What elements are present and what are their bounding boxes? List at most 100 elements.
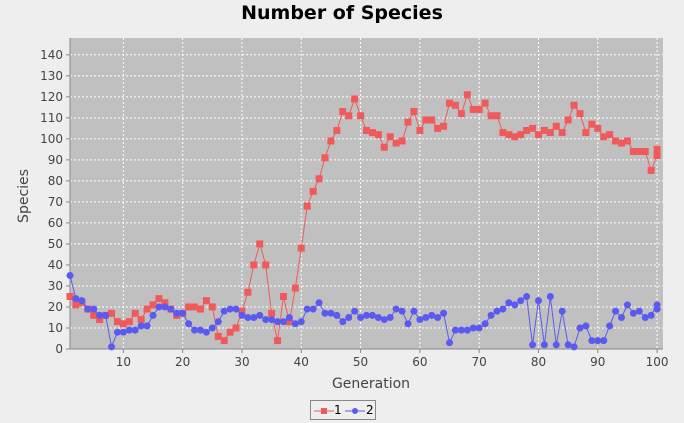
y-tick-label: 70 <box>48 195 63 209</box>
y-tick-label: 40 <box>48 258 63 272</box>
series-2-point <box>155 303 163 311</box>
series-1-point <box>623 137 631 145</box>
series-2-point <box>185 320 193 328</box>
series-2-point <box>647 311 655 319</box>
series-2-point <box>517 297 525 305</box>
y-tick-label: 120 <box>40 90 63 104</box>
series-1-point <box>309 187 317 195</box>
series-1-point <box>487 112 495 120</box>
series-1-point <box>96 316 104 324</box>
series-2-point <box>612 307 620 315</box>
series-1-point <box>149 301 157 309</box>
series-2-point <box>113 328 121 336</box>
series-1-point <box>546 129 554 137</box>
series-1-point <box>647 166 655 174</box>
series-2-point <box>434 313 442 321</box>
series-layer <box>66 91 661 351</box>
series-2-point <box>345 313 353 321</box>
grid <box>70 38 663 350</box>
series-2-point <box>481 320 489 328</box>
series-2-point <box>546 292 554 300</box>
series-2-point <box>386 313 394 321</box>
series-1-point <box>505 131 513 139</box>
series-2-point <box>653 305 661 313</box>
series-1-point <box>594 124 602 132</box>
series-1-point <box>208 303 216 311</box>
y-tick-label: 50 <box>48 237 63 251</box>
series-2-point <box>297 318 305 326</box>
series-2-point <box>321 309 329 317</box>
series-1-point <box>564 116 572 124</box>
series-2-point <box>351 307 359 315</box>
series-2-point <box>499 305 507 313</box>
axes: 0 10 20 30 40 50 60 70 80 90 100 110 120 130 140 10 20 30… <box>40 38 669 369</box>
series-1-point <box>303 202 311 210</box>
series-1-point <box>226 328 234 336</box>
series-1-point <box>635 147 643 155</box>
series-1-point <box>612 137 620 145</box>
series-1-point <box>600 133 608 141</box>
series-2-point <box>511 301 519 309</box>
y-tick-label: 10 <box>48 321 63 335</box>
series-1-point <box>416 126 424 134</box>
series-1-point <box>196 305 204 313</box>
series-2-point <box>137 322 145 330</box>
series-2-point <box>102 311 110 319</box>
series-1-point <box>588 120 596 128</box>
x-tick-label: 50 <box>353 355 368 369</box>
x-tick-label: 70 <box>472 355 487 369</box>
series-2-point <box>600 337 608 345</box>
series-1-point <box>268 309 276 317</box>
series-1-point <box>345 112 353 120</box>
x-tick-label: 60 <box>412 355 427 369</box>
x-tick-label: 10 <box>116 355 131 369</box>
series-2-point <box>274 318 282 326</box>
legend-swatch-series-1 <box>314 408 334 414</box>
series-1-point <box>191 303 199 311</box>
series-1-point <box>434 124 442 132</box>
series-1-point <box>363 126 370 134</box>
series-2-point <box>119 328 127 336</box>
series-2-point <box>410 307 418 315</box>
series-2-point <box>398 307 406 315</box>
series-1-point <box>410 108 418 116</box>
series-1-point <box>155 295 163 303</box>
y-tick-label: 90 <box>48 153 63 167</box>
series-2-point <box>493 307 501 315</box>
x-tick-label: 40 <box>294 355 309 369</box>
series-1-point <box>72 301 80 309</box>
series-2-point <box>623 301 631 309</box>
series-1-point <box>143 305 151 313</box>
series-2-point <box>96 311 104 319</box>
series-1-point <box>256 240 264 248</box>
series-1-point <box>333 126 341 134</box>
series-1-point <box>469 105 477 113</box>
series-2-point <box>564 341 572 349</box>
series-1-point <box>380 143 388 151</box>
series-2-point <box>208 324 216 332</box>
series-2-point <box>475 324 483 332</box>
series-2-point <box>202 328 210 336</box>
series-2-point <box>333 311 341 319</box>
series-1-point <box>368 129 376 137</box>
plot-area <box>70 38 663 349</box>
series-1-point <box>66 292 74 300</box>
series-2-point <box>78 297 86 305</box>
legend: 1 2 <box>310 400 376 420</box>
series-1-point <box>529 124 537 132</box>
series-1-point <box>422 116 430 124</box>
y-tick-label: 20 <box>48 300 63 314</box>
series-2-point <box>529 341 537 349</box>
y-tick-label: 130 <box>40 69 63 83</box>
y-tick-label: 30 <box>48 279 63 293</box>
series-2-point <box>540 341 548 349</box>
y-axis-label: Species <box>16 169 32 223</box>
chart-title: Number of Species <box>241 2 443 24</box>
series-2-point <box>404 320 412 328</box>
series-2-point <box>416 316 424 324</box>
series-2-point <box>606 322 614 330</box>
series-1-point <box>161 299 169 307</box>
series-2-point <box>167 305 175 313</box>
series-1-point <box>534 131 542 139</box>
